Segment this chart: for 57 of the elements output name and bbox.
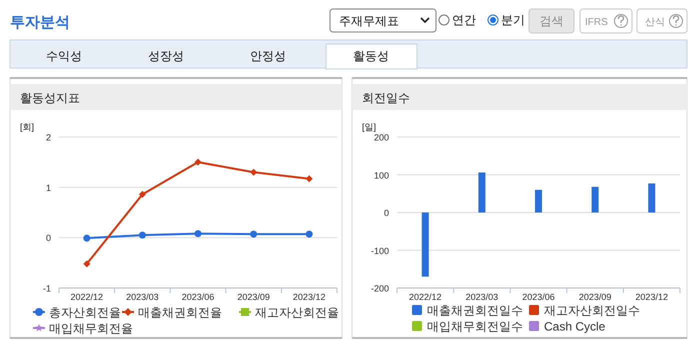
x-tick-label: 2023/06 [182, 292, 214, 302]
bar [648, 183, 656, 212]
text: 산식 [645, 17, 665, 28]
text: 주재무제표 [339, 14, 399, 28]
x-tick-label: 2022/12 [409, 292, 442, 302]
y-tick-label: -200 [370, 284, 389, 294]
x-tick-label: 2023/03 [126, 292, 159, 302]
y-axis-title: [회] [20, 122, 34, 132]
y-tick-label: 1 [46, 182, 51, 193]
x-tick-label: 2022/12 [70, 292, 104, 302]
legend-label: 총자산회전율 [49, 306, 121, 320]
point [138, 190, 146, 198]
legend-label: 재고자산회전일수 [544, 304, 640, 318]
x-tick-label: 2023/12 [292, 292, 326, 302]
y-tick-label: -100 [370, 246, 389, 256]
bar [422, 212, 429, 277]
chart-title: 활동성지표 [20, 91, 80, 105]
y-tick-label: 100 [374, 170, 389, 180]
text: 연간 [452, 13, 476, 27]
chart-title: 회전일수 [362, 91, 410, 105]
x-tick-label: 2023/03 [466, 292, 498, 302]
text: 수익성 [46, 49, 82, 63]
point [306, 230, 313, 238]
y-tick-label: 0 [46, 233, 51, 244]
x-tick-label: 2023/12 [635, 292, 668, 302]
y-tick-label: -1 [42, 284, 51, 294]
text: 분기 [501, 13, 525, 27]
legend-label: 매입채무회전율 [49, 322, 133, 336]
text: 검색 [540, 14, 564, 28]
point [194, 230, 202, 238]
y-tick-label: 0 [384, 208, 389, 218]
point [83, 260, 90, 268]
text: 투자분석 [10, 14, 70, 31]
bar [592, 186, 599, 212]
legend-label: 매입채무회전일수 [427, 320, 523, 334]
legend-label: 매출채권회전일수 [427, 304, 523, 318]
bar [535, 190, 542, 212]
x-tick-label: 2023/06 [522, 292, 555, 302]
legend-label: Cash Cycle [544, 320, 606, 334]
y-axis-title: [일] [362, 122, 376, 132]
legend-label: 재고자산회전율 [255, 306, 339, 320]
y-tick-label: 200 [374, 132, 389, 142]
bar [478, 172, 486, 212]
x-tick-label: 2023/09 [237, 292, 270, 302]
point [250, 230, 258, 238]
text: IFRS [585, 17, 608, 28]
point [250, 168, 258, 176]
point [138, 232, 146, 239]
legend-label: 매출채권회전율 [138, 306, 222, 320]
point [306, 175, 313, 182]
text: 활동성 [353, 49, 389, 63]
text: 성장성 [148, 49, 184, 63]
point [194, 158, 202, 166]
text: 안정성 [250, 49, 286, 63]
point [83, 234, 90, 242]
y-tick-label: 2 [46, 132, 51, 142]
x-tick-label: 2023/09 [578, 292, 612, 302]
